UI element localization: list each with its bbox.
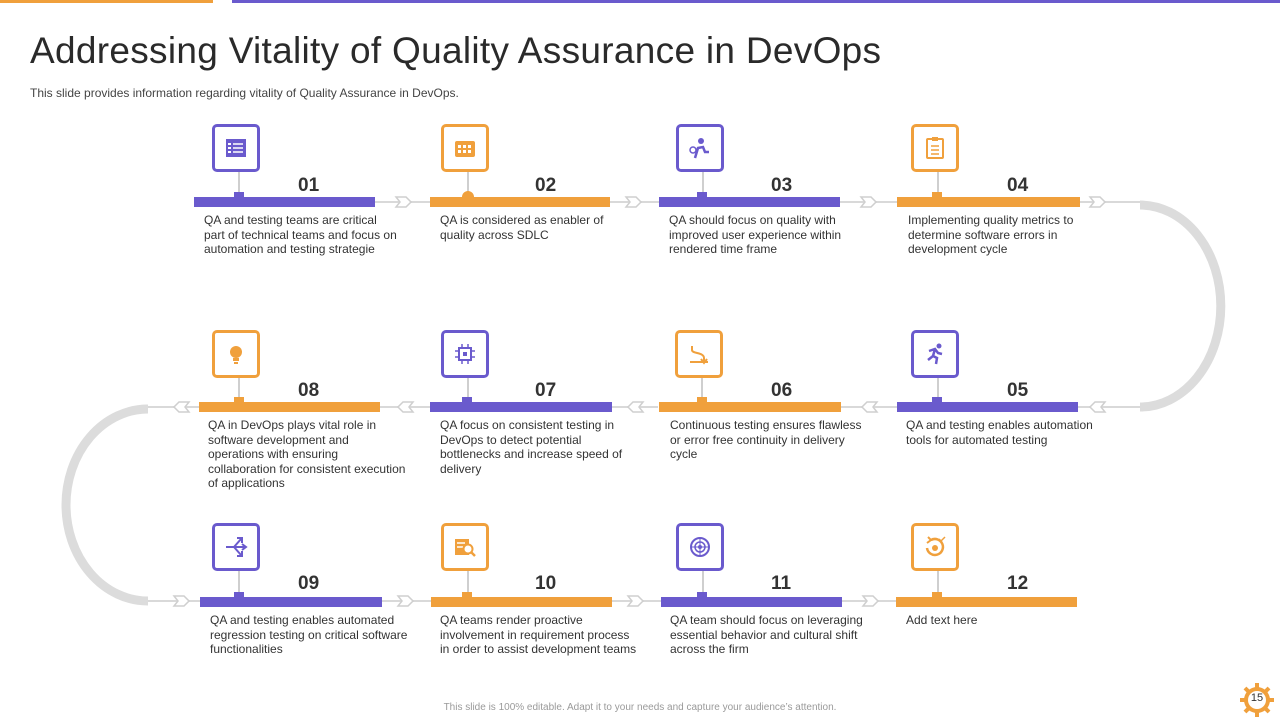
connector-stem	[467, 571, 469, 597]
step-08: 08 QA in DevOps plays vital role in soft…	[199, 330, 409, 490]
step-marker	[234, 592, 244, 602]
connector-stem	[937, 571, 939, 597]
calendar-grid-icon	[441, 124, 489, 172]
step-bar	[659, 197, 840, 207]
step-description: QA team should focus on leveraging essen…	[670, 613, 863, 656]
step-bar	[661, 597, 842, 607]
step-06: 06 Continuous testing ensures flawless o…	[659, 330, 869, 490]
step-marker	[462, 592, 472, 602]
page-number-badge: 15	[1240, 683, 1274, 717]
step-marker	[697, 397, 707, 407]
step-number: 11	[771, 573, 792, 594]
search-document-icon	[441, 523, 489, 571]
step-07: 07 QA focus on consistent testing in Dev…	[430, 330, 640, 490]
step-description: QA and testing enables automated regress…	[210, 613, 408, 656]
step-marker	[234, 397, 244, 407]
slide-title: Addressing Vitality of Quality Assurance…	[30, 30, 882, 71]
step-10: 10 QA teams render proactive involvement…	[431, 523, 641, 683]
step-12: 12 Add text here	[896, 523, 1106, 683]
step-04: 04 Implementing quality metrics to deter…	[897, 124, 1107, 284]
step-number: 01	[298, 175, 320, 196]
slide-subtitle: This slide provides information regardin…	[30, 86, 459, 100]
step-11: 11 QA team should focus on leveraging es…	[661, 523, 871, 683]
slide-footer: This slide is 100% editable. Adapt it to…	[443, 702, 837, 713]
connector-stem	[701, 378, 703, 402]
refresh-check-icon	[911, 523, 959, 571]
step-number: 03	[771, 175, 793, 196]
connector-stem	[238, 571, 240, 597]
step-bar	[200, 597, 382, 607]
checklist-icon	[212, 124, 260, 172]
step-bar	[430, 402, 612, 412]
step-marker	[932, 592, 942, 602]
globe-target-icon	[676, 523, 724, 571]
step-02: 02 QA is considered as enabler of qualit…	[430, 124, 640, 284]
processor-chip-icon	[441, 330, 489, 378]
step-marker	[697, 592, 707, 602]
step-description: Add text here	[906, 613, 978, 627]
step-bar	[430, 197, 610, 207]
connector-stem	[702, 172, 704, 197]
path-arrow-icon	[675, 330, 723, 378]
top-accent-bar-orange	[0, 0, 213, 3]
step-09: 09 QA and testing enables automated regr…	[200, 523, 410, 683]
connector-stem	[467, 172, 469, 197]
step-number: 05	[1007, 380, 1029, 401]
gear-icon	[1240, 683, 1274, 717]
step-description: QA teams render proactive involvement in…	[440, 613, 637, 656]
connector-stem	[238, 172, 240, 197]
step-description: QA and testing teams are critical part o…	[204, 213, 397, 256]
running-person-icon	[911, 330, 959, 378]
step-bar	[897, 402, 1078, 412]
clipboard-icon	[911, 124, 959, 172]
page-number: 15	[1250, 692, 1264, 704]
lightbulb-icon	[212, 330, 260, 378]
step-05: 05 QA and testing enables automation too…	[897, 330, 1107, 490]
step-bar	[194, 197, 375, 207]
step-marker	[932, 192, 942, 202]
step-number: 07	[535, 380, 557, 401]
step-number: 10	[535, 573, 557, 594]
step-number: 02	[535, 175, 557, 196]
step-description: QA should focus on quality with improved…	[669, 213, 842, 256]
split-arrows-icon	[212, 523, 260, 571]
step-bar	[199, 402, 380, 412]
step-number: 04	[1007, 175, 1029, 196]
step-marker	[462, 397, 472, 407]
step-number: 08	[298, 380, 320, 401]
connector-stem	[937, 172, 939, 197]
step-01: 01 QA and testing teams are critical par…	[194, 124, 404, 284]
step-number: 09	[298, 573, 320, 594]
step-number: 12	[1007, 573, 1029, 594]
connector-stem	[702, 571, 704, 597]
user-progress-icon	[676, 124, 724, 172]
top-accent-bar-purple	[232, 0, 1280, 3]
step-bar	[897, 197, 1080, 207]
step-03: 03 QA should focus on quality with impro…	[659, 124, 869, 284]
step-number: 06	[771, 380, 793, 401]
step-description: Implementing quality metrics to determin…	[908, 213, 1074, 256]
step-bar	[659, 402, 841, 412]
connector-stem	[238, 378, 240, 402]
connector-stem	[467, 378, 469, 402]
step-marker	[234, 192, 244, 202]
step-description: QA focus on consistent testing in DevOps…	[440, 418, 623, 476]
connector-stem	[937, 378, 939, 402]
step-marker	[697, 192, 707, 202]
step-marker	[462, 191, 474, 203]
step-bar	[431, 597, 612, 607]
step-bar	[896, 597, 1077, 607]
step-description: QA in DevOps plays vital role in softwar…	[208, 418, 406, 490]
step-marker	[932, 397, 942, 407]
step-description: Continuous testing ensures flawless or e…	[670, 418, 862, 461]
step-description: QA and testing enables automation tools …	[906, 418, 1093, 447]
step-description: QA is considered as enabler of quality a…	[440, 213, 604, 242]
